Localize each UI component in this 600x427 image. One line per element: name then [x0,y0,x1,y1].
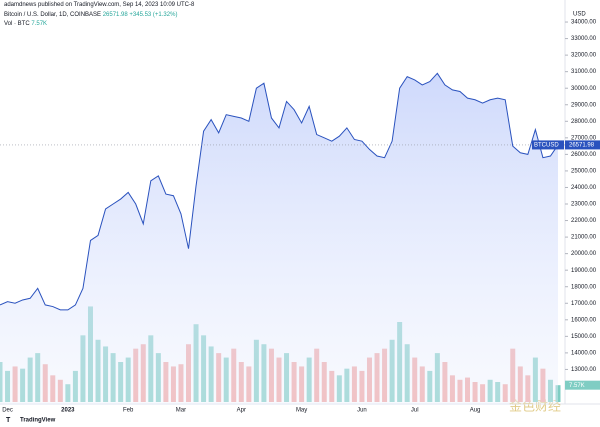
price-area [0,73,558,405]
publisher: adamdnews published on TradingView.com, … [4,2,195,8]
x-tick-label: Aug [470,408,481,414]
y-tick-label: 32000.00 [571,53,597,59]
x-tick-label: Apr [237,408,246,414]
y-tick-label: 18000.00 [571,284,597,290]
symbol: Bitcoin / U.S. Dollar, 1D, COINBASE [4,12,102,18]
y-tick-label: 24000.00 [571,185,597,191]
y-tick-label: 22000.00 [571,218,597,224]
y-tick-label: 28000.00 [571,119,597,125]
price-tag [565,140,600,150]
price-line [0,72,559,311]
ticker-tag [532,140,564,150]
y-tick-label: 21000.00 [571,235,597,241]
x-tick-label: Mar [176,408,186,414]
y-tick-label: 25000.00 [571,169,597,175]
y-tick-label: 14000.00 [571,350,597,356]
x-tick-label: Dec [2,408,13,414]
y-tick-label: 27000.00 [571,135,597,141]
logo-icon: T [6,417,11,424]
x-tick-label: 2023 [61,408,75,414]
y-tick-label: 15000.00 [571,334,597,340]
y-tick-label: 29000.00 [571,102,597,108]
y-tick-label: 19000.00 [571,268,597,274]
logo: TradingView [20,418,56,424]
y-tick-label: 34000.00 [571,20,597,26]
y-tick-label: 16000.00 [571,317,597,323]
volume-last: 7.57K [31,21,48,27]
ticker-label: BTCUSD [534,142,559,148]
x-tick-label: Jul [411,408,419,414]
last-price: 26571.98 [102,12,128,18]
y-tick-label: 26000.00 [571,152,597,158]
price-tag-label: 26571.98 [569,142,595,148]
price-change: +345.53 (+1.32%) [129,12,178,18]
symbol-line: Bitcoin / U.S. Dollar, 1D, COINBASE 2657… [4,12,177,18]
volume-label: Vol · BTC [4,21,30,27]
x-tick-label: Jun [357,408,367,414]
x-tick-label: May [296,408,307,414]
volume-tag [565,380,600,390]
y-tick-label: 17000.00 [571,301,597,307]
y-tick-label: 20000.00 [571,251,597,257]
currency: USD [573,12,586,18]
y-tick-label: 30000.00 [571,86,597,92]
y-tick-label: 33000.00 [571,36,597,42]
volume-tag-label: 7.57K [569,383,585,389]
volume-line: Vol · BTC 7.57K [4,21,47,27]
y-tick-label: 13000.00 [571,367,597,373]
x-tick-label: Feb [123,408,134,414]
y-tick-label: 23000.00 [571,202,597,208]
y-tick-label: 31000.00 [571,69,597,75]
